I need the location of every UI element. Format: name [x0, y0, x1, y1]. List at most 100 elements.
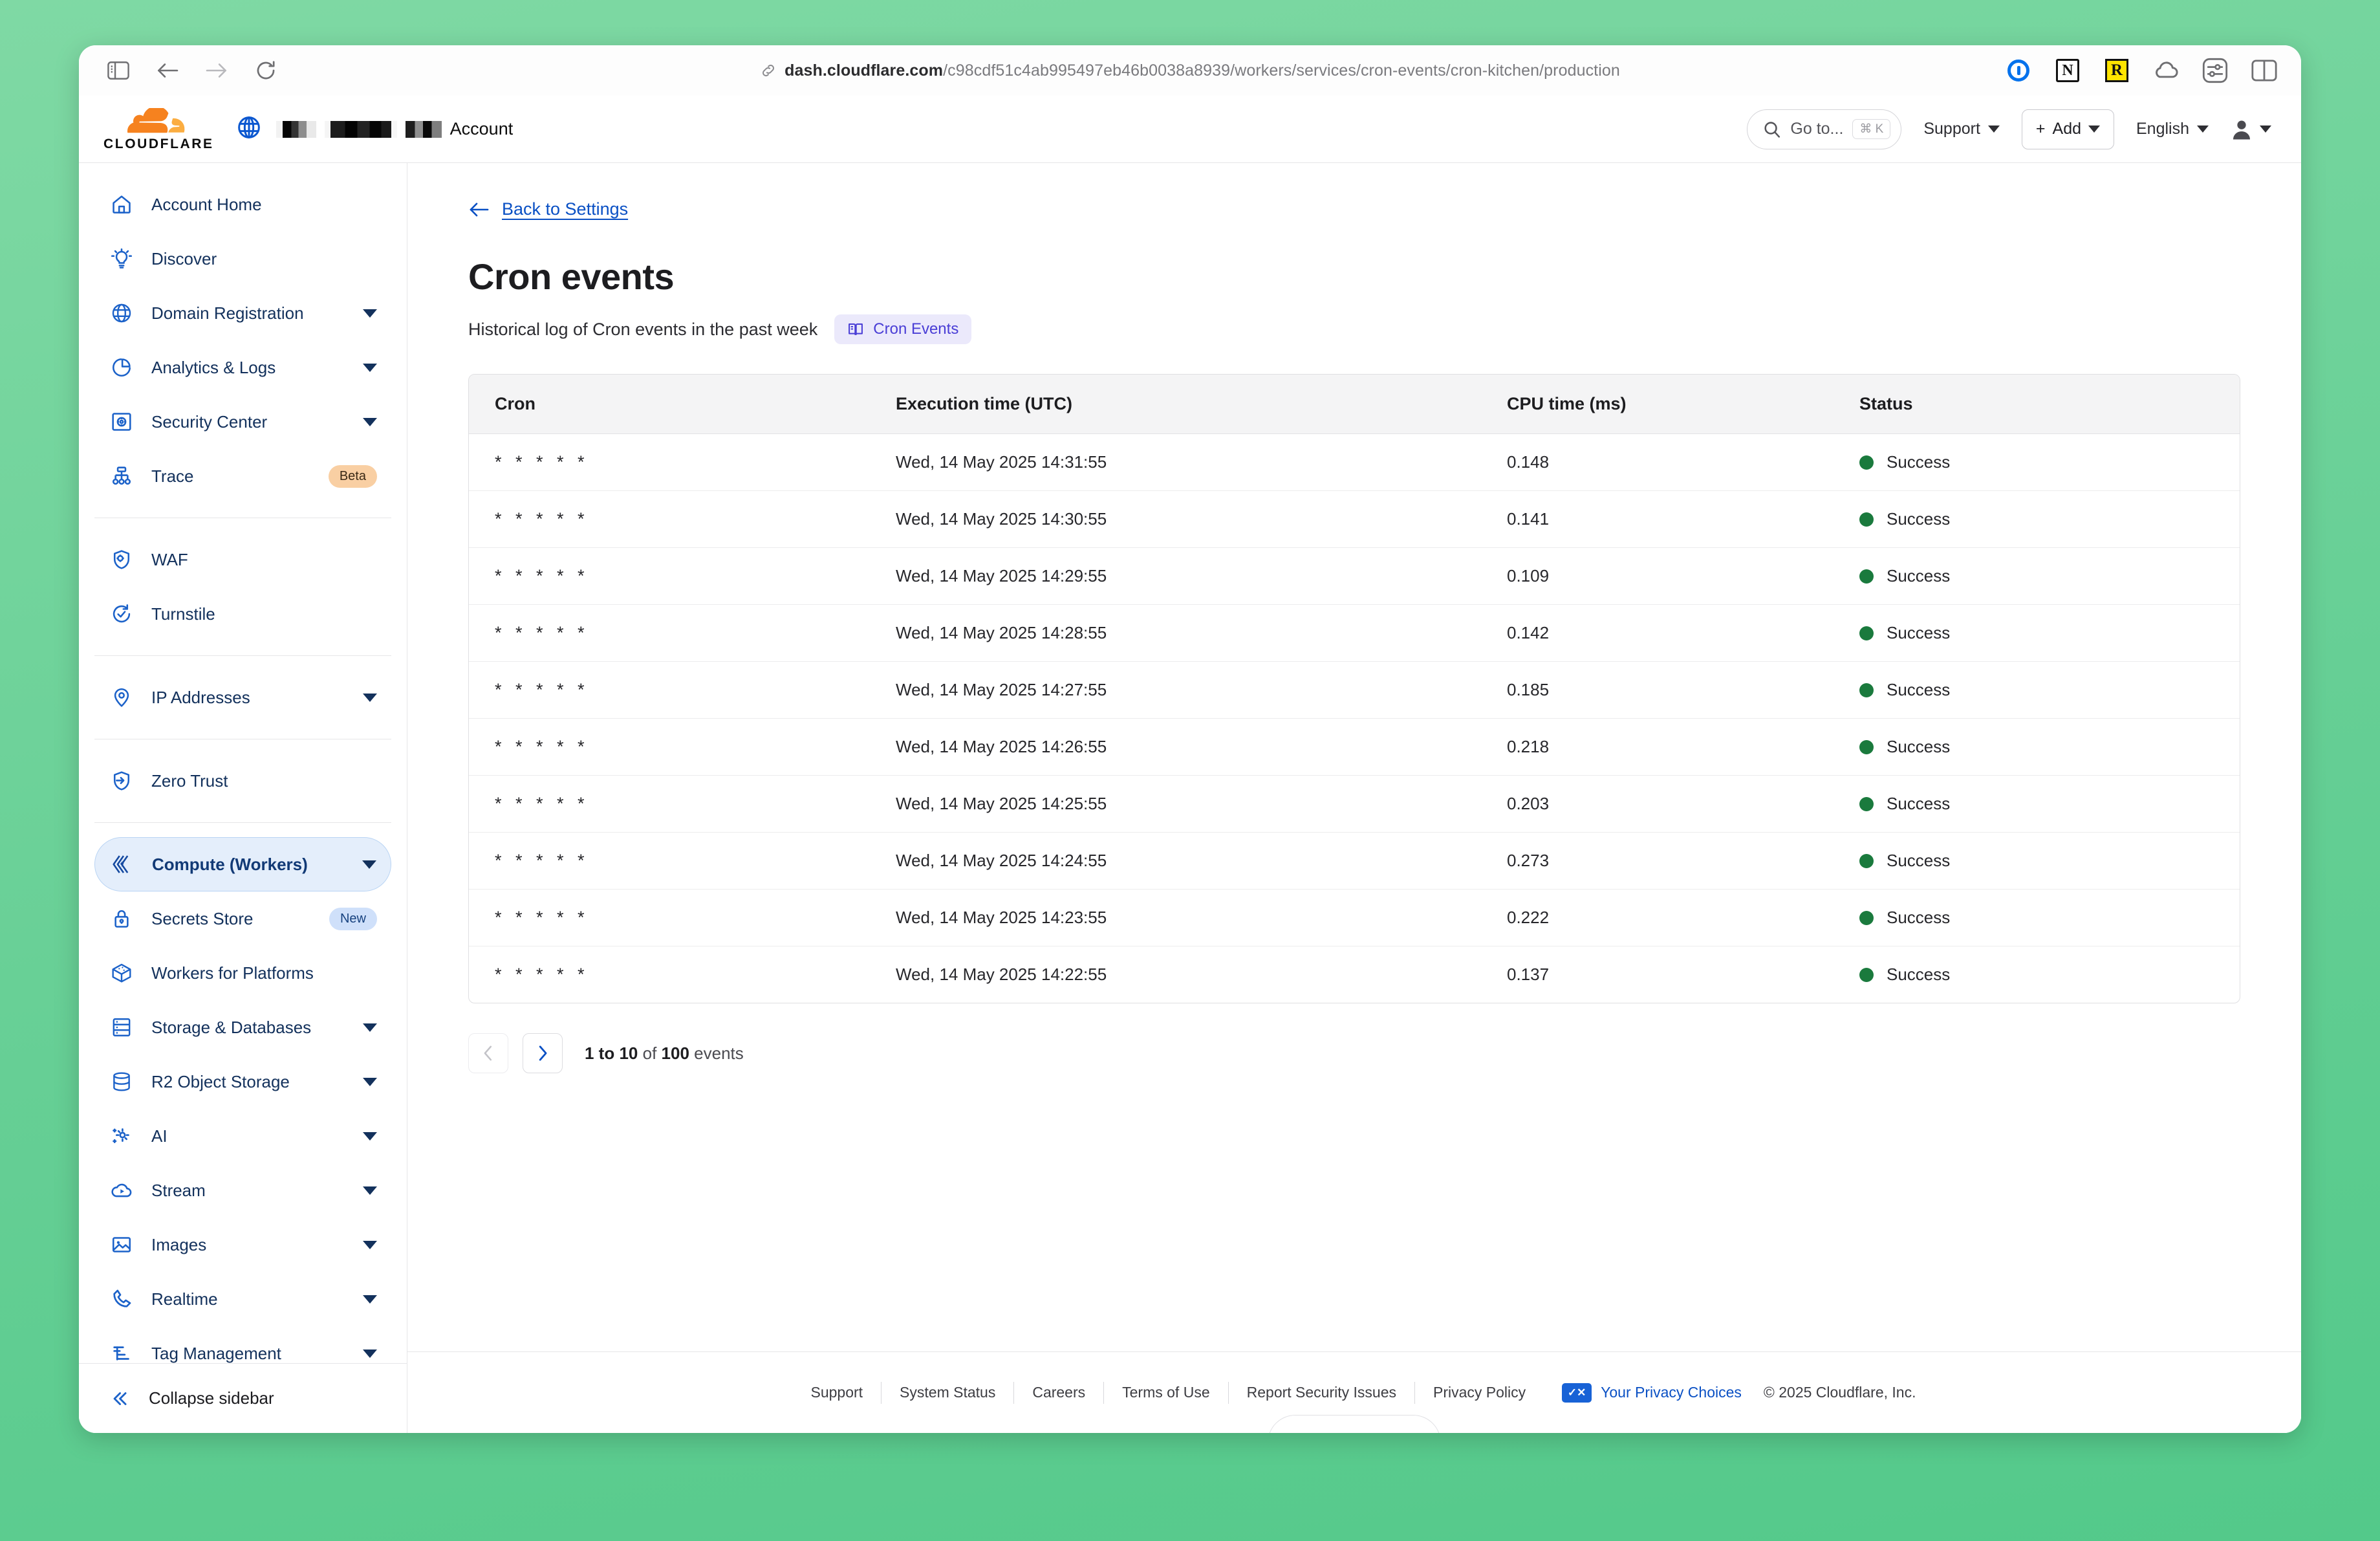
- cloud-icon[interactable]: [2151, 56, 2181, 85]
- sidebar-item-waf[interactable]: WAF: [94, 532, 391, 587]
- user-menu[interactable]: [2231, 118, 2271, 140]
- shield-check-rotate-icon: [109, 601, 135, 627]
- cron-expression: * * * * *: [495, 851, 589, 870]
- chevron-down-icon: [1987, 126, 2000, 133]
- sidebar-item-turnstile[interactable]: Turnstile: [94, 587, 391, 641]
- chevron-right-icon: [539, 1045, 547, 1061]
- table-row: * * * * * Wed, 14 May 2025 14:31:55 0.148 S…: [469, 433, 2240, 491]
- chevron-down-icon: [2088, 126, 2100, 133]
- footer-divider: [1414, 1381, 1415, 1404]
- column-header-status: Status: [1859, 375, 2240, 434]
- support-label: Support: [1923, 120, 1980, 138]
- sidebar-toggle-icon[interactable]: [101, 53, 136, 88]
- sidebar-item-workers-for-platforms[interactable]: Workers for Platforms: [94, 946, 391, 1000]
- collapse-sidebar-button[interactable]: Collapse sidebar: [79, 1363, 407, 1433]
- docs-link-cron-events[interactable]: Cron Events: [834, 314, 972, 344]
- back-icon[interactable]: [150, 53, 185, 88]
- sidebar-item-ip-addresses[interactable]: IP Addresses: [94, 670, 391, 725]
- url-path: /c98cdf51c4ab995497eb46b0038a8939/worker…: [943, 61, 1620, 80]
- sidebar-item-label: Domain Registration: [151, 303, 304, 323]
- sidebar-item-label: Security Center: [151, 411, 268, 432]
- notion-icon[interactable]: N: [2053, 56, 2082, 85]
- redacted-block-2: [324, 120, 397, 138]
- account-label: Account: [449, 119, 514, 138]
- address-bar[interactable]: dash.cloudflare.com/c98cdf51c4ab995497eb…: [79, 61, 2301, 80]
- cell-cpu-time: 0.141: [1507, 490, 1859, 548]
- sidebar-item-discover[interactable]: Discover: [94, 232, 391, 286]
- main-content: Back to Settings Cron events Historical …: [407, 163, 2301, 1433]
- chevron-down-icon[interactable]: [362, 860, 376, 869]
- status-dot-success: [1859, 569, 1874, 584]
- page-footer: Support System Status Careers Terms of U…: [407, 1351, 2301, 1433]
- chevron-down-icon[interactable]: [363, 417, 377, 426]
- status-dot-success: [1859, 796, 1874, 811]
- chevron-down-icon[interactable]: [363, 309, 377, 318]
- chevron-down-icon[interactable]: [363, 1349, 377, 1358]
- cell-execution-time: Wed, 14 May 2025 14:24:55: [896, 832, 1507, 890]
- sidebar-item-tag-management[interactable]: Tag Management: [94, 1326, 391, 1363]
- sidebar-item-zero-trust[interactable]: Zero Trust: [94, 754, 391, 808]
- image-icon: [109, 1232, 135, 1258]
- account-selector[interactable]: Account: [276, 119, 514, 139]
- cell-cron: * * * * *: [469, 946, 896, 1003]
- sidebar-item-ai[interactable]: AI: [94, 1109, 391, 1163]
- footer-divider: [1103, 1381, 1105, 1404]
- table-row: * * * * * Wed, 14 May 2025 14:26:55 0.218 S…: [469, 718, 2240, 776]
- sidebar-item-trace[interactable]: Trace Beta: [94, 449, 391, 503]
- sidebar-item-compute-workers[interactable]: Compute (Workers): [94, 837, 391, 891]
- next-page-button[interactable]: [523, 1033, 563, 1073]
- sidebar-item-stream[interactable]: Stream: [94, 1163, 391, 1218]
- 1password-icon[interactable]: [2004, 56, 2033, 85]
- sidebar-item-r2-object-storage[interactable]: R2 Object Storage: [94, 1055, 391, 1109]
- globe-icon[interactable]: [236, 115, 262, 144]
- add-label: Add: [2052, 120, 2081, 138]
- cell-status: Success: [1859, 775, 2240, 833]
- chevron-down-icon[interactable]: [363, 1131, 377, 1141]
- back-to-settings-link[interactable]: Back to Settings: [468, 199, 2240, 219]
- footer-link-report-security-issues[interactable]: Report Security Issues: [1246, 1384, 1396, 1401]
- cloudflare-logo[interactable]: CLOUDFLARE: [103, 107, 214, 151]
- support-menu[interactable]: Support: [1923, 120, 2000, 138]
- chevron-down-icon[interactable]: [363, 1240, 377, 1249]
- footer-link-support[interactable]: Support: [810, 1384, 863, 1401]
- sidebar-item-analytics-logs[interactable]: Analytics & Logs: [94, 340, 391, 395]
- home-icon: [109, 191, 135, 217]
- sidebar-item-label: Stream: [151, 1180, 206, 1200]
- raindrop-icon[interactable]: R: [2102, 56, 2132, 85]
- chevron-down-icon[interactable]: [363, 1077, 377, 1086]
- chevron-down-icon[interactable]: [363, 1295, 377, 1304]
- sidebar-item-realtime[interactable]: Realtime: [94, 1272, 391, 1326]
- language-menu[interactable]: English: [2136, 120, 2209, 138]
- status-label: Success: [1887, 509, 1951, 529]
- footer-link-system-status[interactable]: System Status: [900, 1384, 996, 1401]
- chevron-down-icon[interactable]: [363, 1023, 377, 1032]
- sidebar-item-security-center[interactable]: Security Center: [94, 395, 391, 449]
- cron-expression: * * * * *: [495, 965, 589, 984]
- redacted-block-1: [276, 120, 316, 138]
- feedback-chip[interactable]: Private Details: [1268, 1415, 1441, 1433]
- chevron-down-icon[interactable]: [363, 363, 377, 372]
- column-header-cpu-time: CPU time (ms): [1507, 375, 1859, 434]
- your-privacy-choices-link[interactable]: ✓✕ Your Privacy Choices: [1544, 1383, 1742, 1403]
- footer-link-careers[interactable]: Careers: [1032, 1384, 1086, 1401]
- cell-cron: * * * * *: [469, 490, 896, 548]
- sidebar-item-domain-registration[interactable]: Domain Registration: [94, 286, 391, 340]
- settings-sliders-icon[interactable]: [2200, 56, 2230, 85]
- footer-link-privacy-policy[interactable]: Privacy Policy: [1433, 1384, 1526, 1401]
- chevron-down-icon[interactable]: [363, 1186, 377, 1195]
- shield-arrow-icon: [109, 768, 135, 794]
- privacy-choices-label: Your Privacy Choices: [1601, 1384, 1742, 1401]
- forward-icon[interactable]: [199, 53, 234, 88]
- previous-page-button[interactable]: [468, 1033, 508, 1073]
- chevron-down-icon[interactable]: [363, 693, 377, 702]
- split-view-icon[interactable]: [2249, 56, 2279, 85]
- sidebar-item-account-home[interactable]: Account Home: [94, 177, 391, 232]
- sidebar-item-images[interactable]: Images: [94, 1218, 391, 1272]
- privacy-choices-icon: ✓✕: [1562, 1383, 1592, 1403]
- sidebar-item-secrets-store[interactable]: Secrets Store New: [94, 891, 391, 946]
- add-button[interactable]: + Add: [2021, 109, 2114, 149]
- search-input[interactable]: Go to... ⌘ K: [1747, 109, 1902, 149]
- sidebar-item-storage-databases[interactable]: Storage & Databases: [94, 1000, 391, 1055]
- footer-link-terms-of-use[interactable]: Terms of Use: [1122, 1384, 1210, 1401]
- reload-icon[interactable]: [248, 53, 283, 88]
